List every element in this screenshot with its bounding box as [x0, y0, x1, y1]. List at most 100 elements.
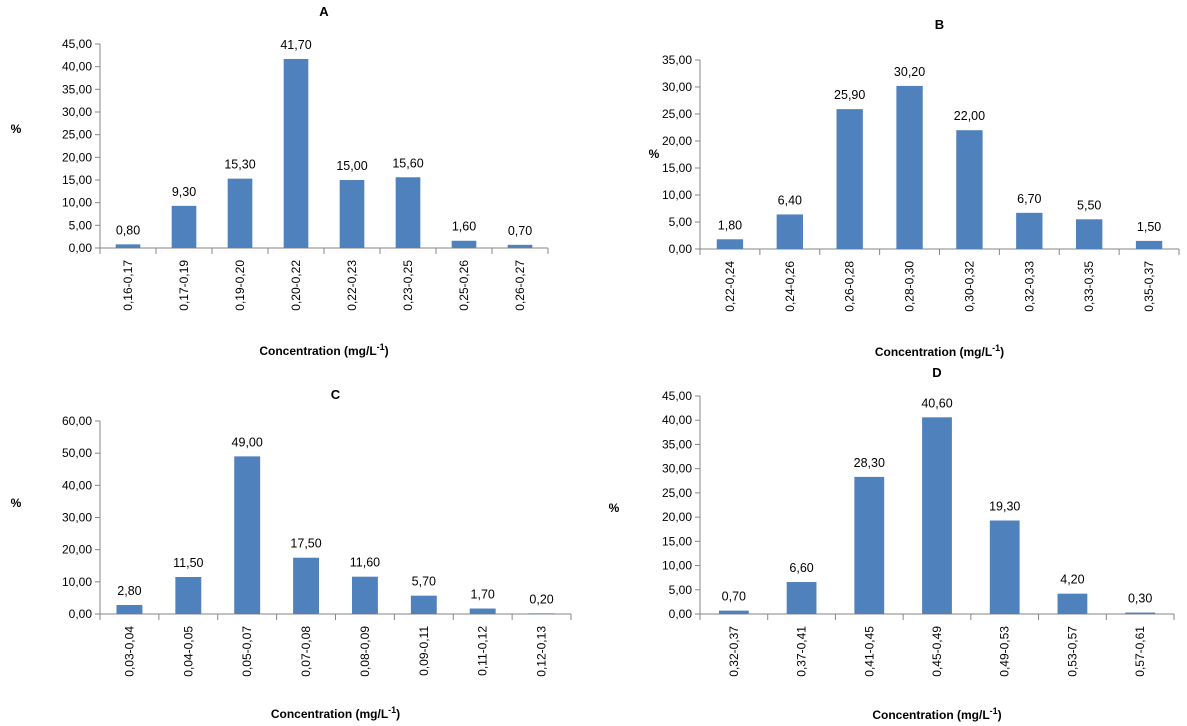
- chart-d-xtick-label: 0,57-0,61: [1133, 626, 1147, 677]
- chart-d-data-label: 28,30: [854, 456, 885, 470]
- chart-c-ylabel: %: [11, 496, 22, 510]
- chart-d-ytick-label: 0,00: [669, 607, 693, 621]
- chart-b-bar: [716, 239, 744, 249]
- chart-d-bar: [1057, 593, 1088, 614]
- chart-c-xtick-label: 0,09-0,11: [417, 626, 431, 676]
- chart-a-bar: [395, 177, 421, 248]
- chart-b-ytick-label: 5,00: [669, 215, 693, 229]
- chart-a-xtick-label: 0,22-0,23: [345, 260, 359, 311]
- chart-a-bar: [507, 244, 533, 248]
- chart-b-xtick-label: 0,32-0,33: [1022, 261, 1036, 312]
- chart-a-xtick-label: 0,16-0,17: [121, 260, 135, 311]
- chart-d-xtick-label: 0,37-0,41: [795, 626, 809, 677]
- chart-c-data-label: 0,20: [529, 592, 553, 606]
- chart-d-panel: D% 0,00 5,00 10,00 15,00 20,00 25,00 30,00 35,00…: [594, 363, 1187, 726]
- chart-c: C% 0,00 10,00 20,00 30,00 40,00 50,00 60,00 2,80…: [11, 387, 572, 721]
- chart-c-xtick-label: 0,11-0,12: [476, 626, 490, 676]
- chart-b-ylabel: %: [649, 147, 660, 161]
- chart-d-bar: [718, 610, 749, 614]
- chart-c-data-label: 17,50: [290, 537, 321, 551]
- chart-d-ytick-label: 25,00: [662, 486, 692, 500]
- chart-a-title: A: [319, 4, 329, 19]
- chart-c-bar: [528, 613, 555, 615]
- chart-b-bar: [896, 85, 923, 249]
- chart-c-bar: [293, 557, 320, 614]
- chart-c-data-label: 49,00: [232, 435, 263, 449]
- chart-d-xtick-label: 0,32-0,37: [727, 626, 741, 677]
- chart-b: B% 0,00 5,00 10,00 15,00 20,00 25,00 30,00 35,00…: [649, 17, 1180, 359]
- chart-d-ytick-label: 30,00: [662, 462, 692, 476]
- chart-b-xtick-label: 0,35-0,37: [1142, 261, 1156, 312]
- chart-d-bar: [989, 520, 1020, 614]
- chart-d-data-label: 19,30: [989, 500, 1020, 514]
- chart-a-ytick-label: 5,00: [69, 218, 93, 232]
- chart-b-xtick-label: 0,33-0,35: [1082, 261, 1096, 312]
- chart-a-data-label: 1,60: [452, 220, 476, 234]
- chart-b-xlabel: Concentration (mg/L-1): [875, 343, 1004, 359]
- chart-a-ytick-label: 0,00: [69, 241, 93, 255]
- chart-c-xtick-label: 0,07-0,08: [299, 626, 313, 677]
- chart-a-bar: [339, 180, 365, 248]
- chart-d-bar: [786, 582, 817, 614]
- chart-a-data-label: 15,60: [392, 156, 423, 170]
- chart-c-ytick-label: 30,00: [62, 511, 92, 525]
- chart-d-xtick-label: 0,49-0,53: [998, 626, 1012, 677]
- chart-a-xtick-label: 0,20-0,22: [289, 260, 303, 311]
- chart-a-bar: [115, 244, 141, 248]
- chart-d-data-label: 4,20: [1060, 573, 1084, 587]
- chart-a-bar: [451, 240, 477, 248]
- chart-c-bar: [116, 604, 143, 614]
- chart-a-ytick-label: 10,00: [62, 196, 92, 210]
- chart-b-ytick-label: 20,00: [662, 134, 692, 148]
- chart-d-ytick-label: 15,00: [662, 534, 692, 548]
- chart-d-xlabel: Concentration (mg/L-1): [872, 706, 1001, 722]
- chart-c-data-label: 1,70: [471, 588, 495, 602]
- chart-b-title: B: [935, 17, 944, 32]
- chart-b-xtick-label: 0,22-0,24: [723, 261, 737, 312]
- chart-a-ytick-label: 40,00: [62, 60, 92, 74]
- chart-c-data-label: 2,80: [117, 584, 141, 598]
- chart-b-bar: [1076, 219, 1103, 249]
- chart-c-bar: [175, 577, 202, 614]
- chart-c-data-label: 11,50: [173, 556, 203, 570]
- chart-a-ytick-label: 35,00: [62, 82, 92, 96]
- chart-c-title: C: [331, 387, 341, 402]
- chart-c-ytick-label: 20,00: [62, 543, 92, 557]
- chart-b-bar: [776, 214, 803, 249]
- chart-b-data-label: 6,70: [1017, 192, 1041, 206]
- chart-a-data-label: 9,30: [172, 185, 196, 199]
- chart-b-xtick-label: 0,24-0,26: [783, 261, 797, 312]
- chart-a-xtick-label: 0,19-0,20: [233, 260, 247, 311]
- chart-a-bar: [283, 58, 309, 249]
- chart-a-ytick-label: 25,00: [62, 128, 92, 142]
- chart-b-bar: [836, 109, 863, 249]
- chart-c-ytick-label: 0,00: [69, 607, 93, 621]
- chart-b-ytick-label: 0,00: [669, 242, 693, 256]
- chart-b-xtick-label: 0,30-0,32: [962, 261, 976, 312]
- chart-a: A% 0,00 5,00 10,00 15,00 20,00 25,00 30,00 35,00…: [11, 4, 549, 358]
- chart-d-ytick-label: 5,00: [669, 583, 693, 597]
- chart-a-xtick-label: 0,26-0,27: [513, 260, 527, 311]
- chart-d-title: D: [932, 365, 941, 380]
- chart-d-data-label: 6,60: [789, 561, 813, 575]
- chart-a-ytick-label: 20,00: [62, 150, 92, 164]
- chart-c-bar: [410, 595, 437, 614]
- chart-c-data-label: 5,70: [412, 575, 436, 589]
- chart-a-bar: [227, 178, 253, 248]
- chart-c-ytick-label: 40,00: [62, 478, 92, 492]
- chart-c-ytick-label: 10,00: [62, 575, 92, 589]
- chart-a-data-label: 0,80: [116, 223, 140, 237]
- chart-b-ytick-label: 35,00: [662, 53, 692, 67]
- chart-b-data-label: 5,50: [1077, 198, 1101, 212]
- chart-b-data-label: 6,40: [778, 193, 802, 207]
- chart-a-ytick-label: 15,00: [62, 173, 92, 187]
- chart-d-bar: [854, 476, 885, 614]
- chart-c-bar: [351, 576, 378, 614]
- chart-b-xtick-label: 0,26-0,28: [843, 261, 857, 312]
- chart-d-data-label: 40,60: [921, 396, 952, 410]
- chart-b-data-label: 30,20: [894, 65, 925, 79]
- chart-d-ytick-label: 35,00: [662, 437, 692, 451]
- chart-a-bar: [171, 205, 197, 248]
- chart-b-ytick-label: 10,00: [662, 188, 692, 202]
- chart-a-data-label: 15,30: [224, 158, 255, 172]
